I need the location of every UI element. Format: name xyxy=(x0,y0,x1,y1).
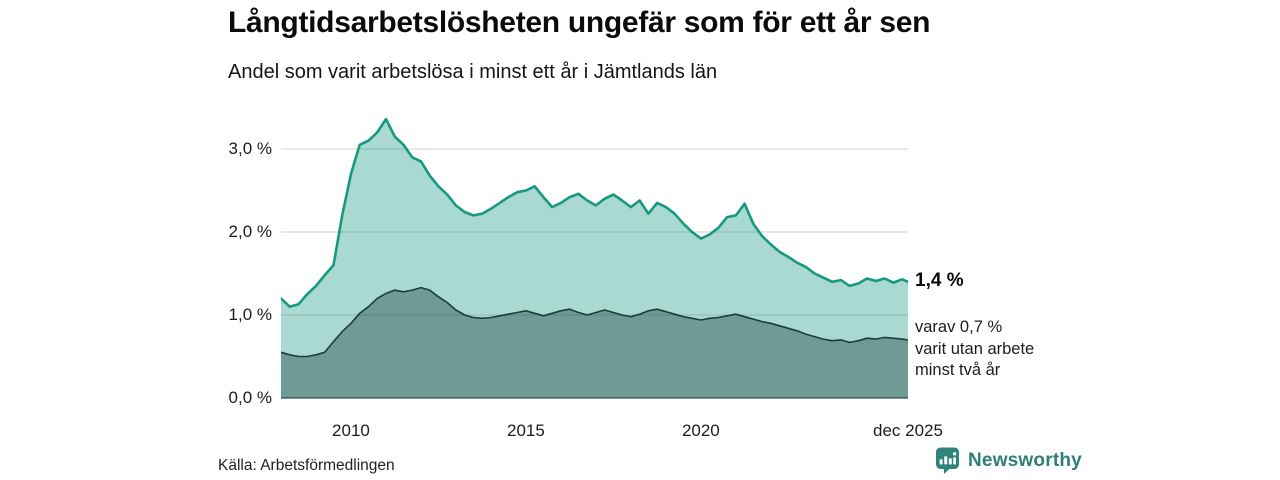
x-tick-label: 2015 xyxy=(507,421,545,440)
secondary-annotation-line: varav 0,7 % xyxy=(915,318,1003,336)
x-tick-label: dec 2025 xyxy=(873,421,943,440)
x-tick-label: 2020 xyxy=(681,421,720,440)
secondary-annotation-line: minst två år xyxy=(915,361,1001,379)
newsworthy-speech-bubble-icon xyxy=(936,447,959,474)
page-title: Långtidsarbetslösheten ungefär som för e… xyxy=(228,6,931,39)
x-tick-label: 2010 xyxy=(332,421,370,440)
secondary-annotation-line: varit utan arbete xyxy=(915,339,1035,358)
unemployment-area-chart xyxy=(281,117,908,399)
area-two-years xyxy=(281,287,908,398)
chart-subtitle: Andel som varit arbetslösa i minst ett å… xyxy=(228,61,718,83)
y-tick-label: 0,0 % xyxy=(228,388,272,407)
latest-value-label: 1,4 % xyxy=(915,270,964,291)
line-two-years xyxy=(281,286,908,358)
newsworthy-logo: Newsworthy xyxy=(935,447,1082,475)
source-credit: Källa: Arbetsförmedlingen xyxy=(218,457,395,474)
area-total xyxy=(281,119,908,398)
y-tick-label: 1,0 % xyxy=(228,304,272,324)
line-total xyxy=(281,117,908,308)
y-tick-label: 3,0 % xyxy=(228,138,272,158)
y-tick-label: 2,0 % xyxy=(228,221,272,241)
secondary-annotation: varav 0,7 % varit utan arbete minst två … xyxy=(915,317,1034,382)
brand-wordmark: Newsworthy xyxy=(968,450,1082,471)
